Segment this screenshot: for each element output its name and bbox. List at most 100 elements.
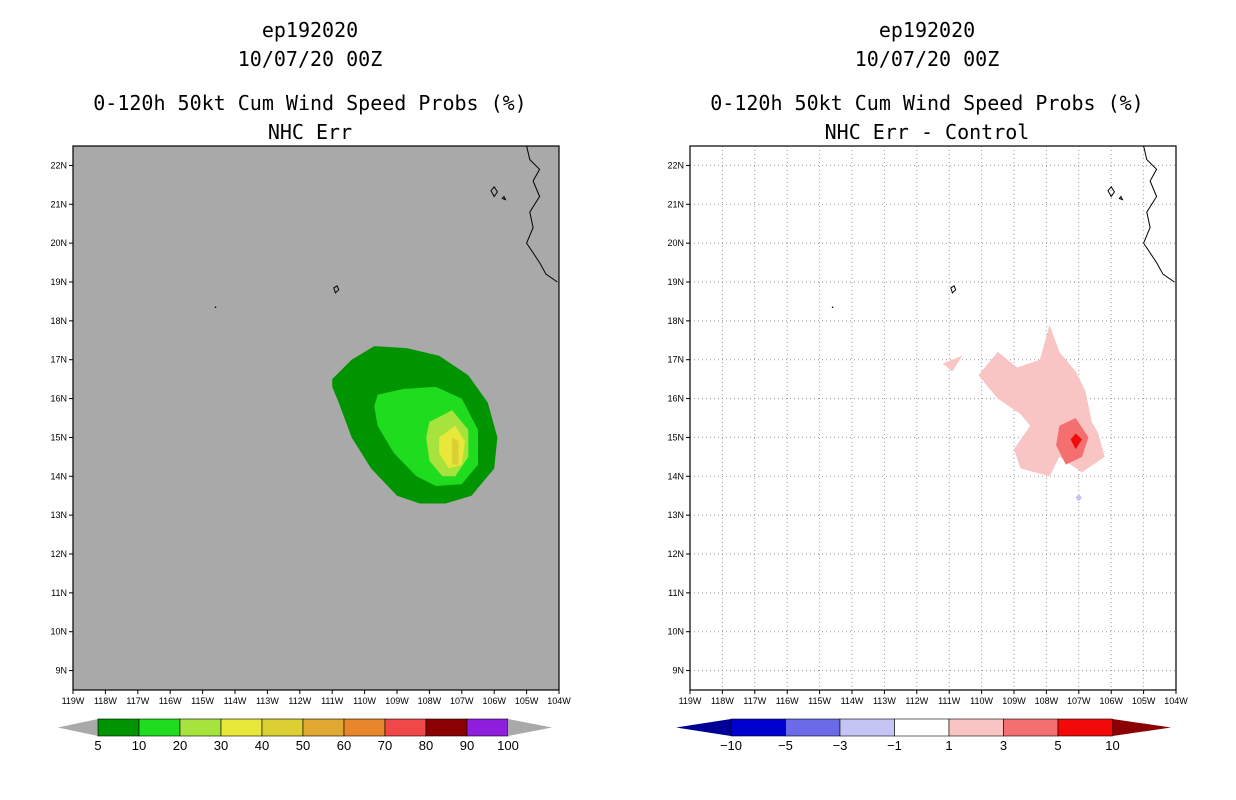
x-tick-label: 109W (1002, 696, 1026, 706)
x-tick-label: 117W (126, 696, 149, 706)
y-tick-label: 11N (668, 588, 684, 598)
y-tick-label: 21N (50, 199, 67, 209)
colorbar-swatch (730, 718, 786, 737)
x-tick-label: 110W (970, 696, 993, 706)
colorbar-swatch (138, 718, 181, 737)
y-tick-label: 15N (667, 432, 684, 442)
colorbar-swatch (302, 718, 345, 737)
y-tick-label: 12N (667, 549, 684, 559)
x-tick-label: 113W (256, 696, 279, 706)
y-tick-label: 16N (667, 394, 684, 404)
contour-3 (1070, 433, 1082, 450)
y-tick-label: 19N (667, 277, 684, 287)
colorbar-label: 20 (173, 738, 187, 753)
y-tick-label: 10N (50, 627, 67, 637)
colorbar-label: 40 (255, 738, 269, 753)
x-tick-label: 104W (547, 696, 571, 706)
y-tick-label: 13N (50, 510, 67, 520)
x-tick-label: 113W (873, 696, 896, 706)
colorbar-swatch (97, 718, 140, 737)
colorbar-label: −1 (887, 738, 902, 753)
y-tick-label: 21N (667, 199, 684, 209)
x-tick-label: 116W (776, 696, 799, 706)
right-map-panel: 119W 118W 117W 116W 115W 114W 113W 112W 111W 110W… (667, 145, 1188, 706)
x-tick-label: 106W (482, 696, 506, 706)
x-tick-label: 110W (353, 696, 376, 706)
colorbar-label: 60 (337, 738, 351, 753)
y-tick-label: 16N (50, 394, 67, 404)
colorbar-swatch (1003, 718, 1059, 737)
left-storm-id: ep192020 (262, 18, 358, 42)
island-dot (214, 306, 217, 309)
x-tick-label: 117W (743, 696, 766, 706)
map-frame (72, 145, 560, 691)
contour-1 (942, 355, 963, 372)
left-date: 10/07/20 00Z (238, 47, 383, 71)
colorbar-swatch (179, 718, 222, 737)
right-subtitle: NHC Err - Control (825, 120, 1030, 144)
y-tick-label: 13N (667, 510, 684, 520)
colorbar-label: −3 (833, 738, 848, 753)
colorbar-label: −10 (720, 738, 742, 753)
right-date: 10/07/20 00Z (855, 47, 1000, 71)
colorbar-label: 10 (1105, 738, 1119, 753)
left-subtitle: NHC Err (268, 120, 352, 144)
left-title: 0-120h 50kt Cum Wind Speed Probs (%) (93, 91, 526, 115)
x-tick-label: 114W (224, 696, 247, 706)
colorbar-label: 90 (460, 738, 474, 753)
x-tick-label: 105W (1132, 696, 1156, 706)
island (1107, 185, 1115, 198)
colorbar-label: 100 (497, 738, 519, 753)
y-tick-label: 9N (672, 666, 684, 676)
x-tick-label: 107W (1067, 696, 1091, 706)
x-tick-label: 107W (450, 696, 474, 706)
x-tick-label: 105W (515, 696, 539, 706)
y-tick-label: 17N (667, 355, 684, 365)
colorbar-label: 30 (214, 738, 228, 753)
y-tick-label: 20N (50, 238, 67, 248)
left-map-panel: 119W 118W 117W 116W 115W 114W 113W 112W 111W 110W… (50, 145, 571, 706)
x-tick-label: 119W (62, 696, 85, 706)
map-frame (689, 145, 1177, 691)
x-tick-label: 116W (159, 696, 182, 706)
colorbar-label: −5 (778, 738, 793, 753)
y-tick-label: 22N (667, 160, 684, 170)
island (950, 285, 957, 294)
colorbar-label: 70 (378, 738, 392, 753)
right-storm-id: ep192020 (879, 18, 975, 42)
island (1118, 195, 1124, 201)
x-tick-label: 115W (808, 696, 831, 706)
x-tick-label: 118W (94, 696, 117, 706)
y-tick-label: 20N (667, 238, 684, 248)
x-tick-label: 112W (288, 696, 311, 706)
x-tick-label: 112W (905, 696, 928, 706)
colorbar-label: 1 (945, 738, 952, 753)
colorbar-swatch (466, 718, 509, 737)
colorbar-swatch (261, 718, 304, 737)
x-tick-label: 108W (1035, 696, 1059, 706)
colorbar-swatch (384, 718, 427, 737)
coastline (526, 145, 558, 283)
island (333, 285, 340, 294)
island (501, 195, 507, 201)
map-background (690, 146, 1176, 690)
colorbar-swatch (343, 718, 386, 737)
x-tick-label: 118W (711, 696, 734, 706)
colorbar-left-cap (58, 719, 98, 736)
y-tick-label: 19N (50, 277, 67, 287)
colorbar-label: 5 (1054, 738, 1061, 753)
colorbar-left-cap (676, 719, 731, 736)
x-tick-label: 111W (321, 696, 344, 706)
colorbar-swatch (1057, 718, 1113, 737)
colorbar-label: 50 (296, 738, 310, 753)
y-tick-label: 14N (667, 471, 684, 481)
island-dot (831, 306, 834, 309)
y-tick-label: 17N (50, 355, 67, 365)
y-tick-label: 15N (50, 432, 67, 442)
colorbar-swatch (894, 718, 950, 737)
contour-4 (1075, 493, 1082, 502)
colorbar-label: 80 (419, 738, 433, 753)
x-tick-label: 109W (385, 696, 409, 706)
x-tick-label: 114W (841, 696, 864, 706)
y-tick-label: 12N (50, 549, 67, 559)
